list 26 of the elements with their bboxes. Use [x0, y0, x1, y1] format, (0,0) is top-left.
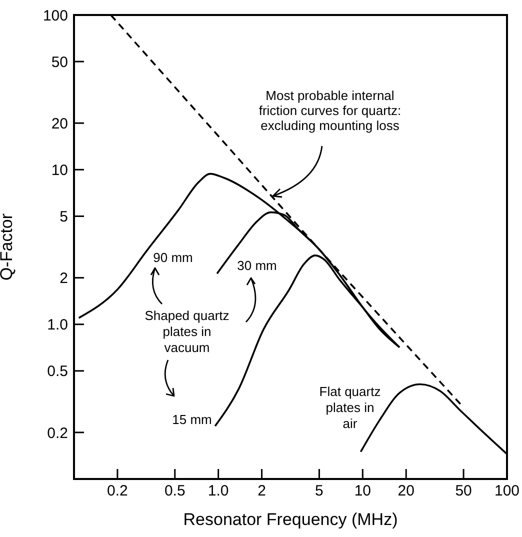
x-tick-label: 5: [315, 482, 324, 500]
y-tick-label: 100: [42, 7, 68, 24]
y-tick-label: 10: [51, 162, 68, 179]
x-axis-title: Resonator Frequency (MHz): [183, 510, 398, 529]
x-tick-label: 50: [455, 482, 472, 500]
x-tick-label: 0.5: [164, 482, 186, 500]
y-axis-title: Q-Factor: [0, 213, 16, 281]
series-label: Flat quartz plates in air: [319, 384, 381, 431]
y-tick-label: 0.5: [47, 363, 68, 380]
series-label: 90 mm: [153, 250, 193, 265]
series-label: 30 mm: [237, 258, 277, 273]
x-tick-label: 2: [258, 482, 266, 500]
annotation: Shaped quartz plates in vacuum: [144, 308, 230, 355]
y-tick-label: 0.2: [47, 424, 68, 442]
x-tick-label: 0.2: [107, 482, 128, 500]
text: Most probable internal friction curves for quartz: excluding mounting loss: [258, 88, 402, 133]
x-tick-label: 10: [354, 482, 372, 500]
x-tick-label: 20: [398, 482, 414, 500]
x-tick-label: 100: [494, 482, 520, 500]
series-label: 15 mm: [172, 412, 212, 427]
y-tick-label: 50: [51, 54, 68, 71]
x-tick-label: 1.0: [208, 482, 229, 500]
y-tick-label: 2: [60, 270, 68, 288]
y-tick-label: 1.0: [47, 316, 68, 334]
y-tick-label: 20: [51, 115, 68, 132]
y-tick-label: 5: [60, 208, 68, 226]
